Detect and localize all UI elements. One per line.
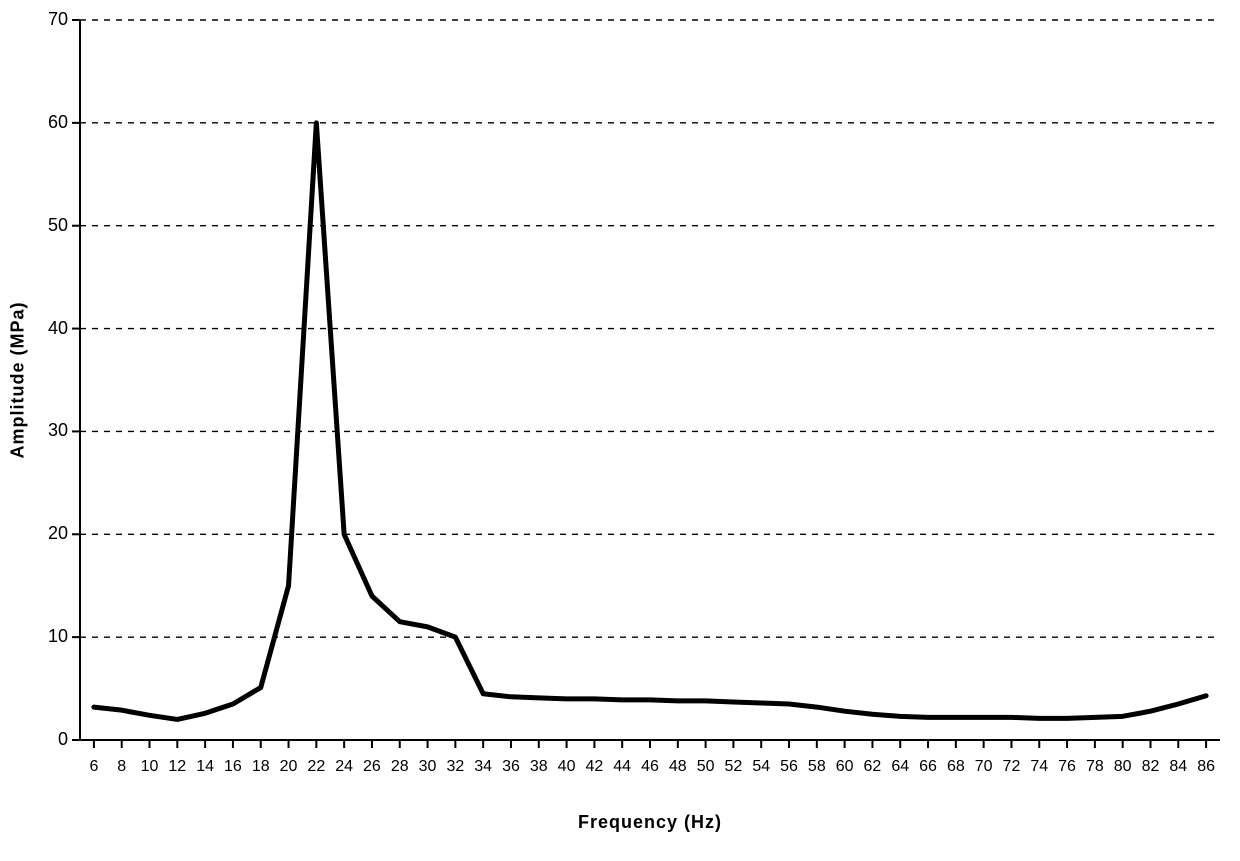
y-tick-label: 40 — [48, 318, 68, 339]
plot-area — [80, 20, 1220, 760]
y-tick-label: 20 — [48, 523, 68, 544]
y-tick-label: 70 — [48, 9, 68, 30]
y-tick-label: 30 — [48, 420, 68, 441]
y-tick-label: 10 — [48, 626, 68, 647]
y-tick-label: 50 — [48, 215, 68, 236]
y-tick-label: 60 — [48, 112, 68, 133]
x-axis-title: Frequency (Hz) — [578, 812, 722, 833]
x-tick-label: 86 — [1186, 758, 1226, 776]
y-tick-label: 0 — [58, 729, 68, 750]
y-axis-title: Amplitude (MPa) — [8, 302, 29, 459]
frequency-amplitude-chart: Amplitude (MPa) Frequency (Hz) 0 10 20 30 40… — [0, 0, 1240, 861]
